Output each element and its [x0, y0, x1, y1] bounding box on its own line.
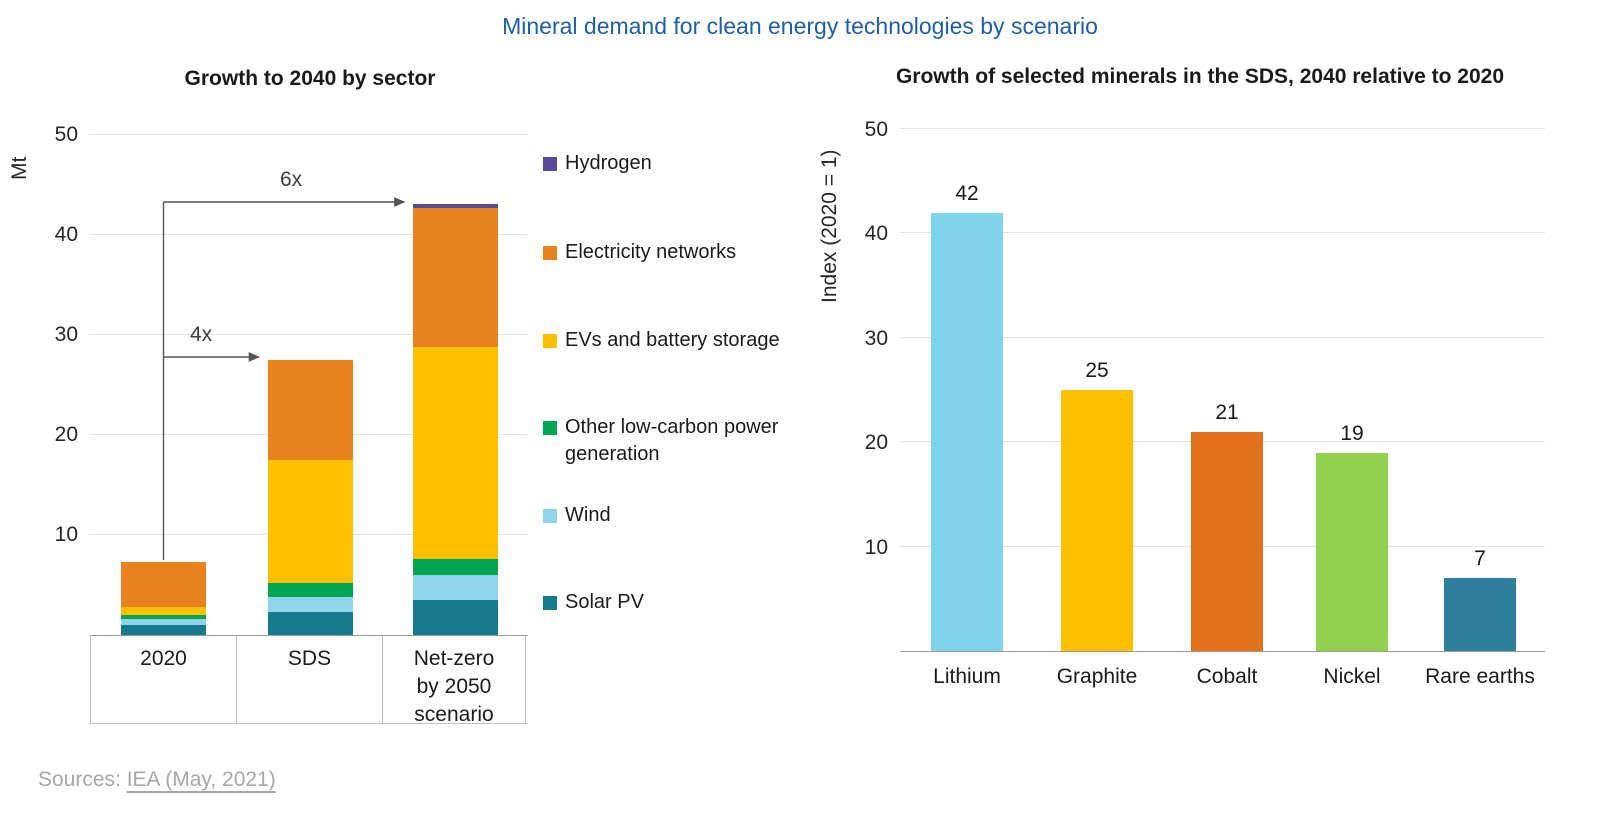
legend-swatch — [543, 596, 557, 610]
legend-swatch — [543, 246, 557, 260]
sector-chart-title: Growth to 2040 by sector — [184, 67, 436, 90]
legend-item-wind: Wind — [543, 502, 780, 529]
x-category-label-lithium: Lithium — [933, 665, 1001, 688]
growth-multiplier-label: 4x — [190, 323, 213, 346]
bar-value-label: 25 — [1085, 359, 1109, 382]
legend-label: Other low-carbon power generation — [565, 416, 779, 465]
y-tick-label: 10 — [864, 535, 888, 559]
bar-value-label: 42 — [955, 181, 979, 205]
minerals-chart-plot: 10 20 30 40 50 42 Lithium 25 Graphite 21 Cobalt 19 N… — [865, 118, 1545, 688]
sector-chart-plot: 10 20 30 40 50 4x 6x — [55, 123, 527, 635]
legend-label: Hydrogen — [565, 152, 652, 174]
bar-value-label: 7 — [1474, 546, 1486, 570]
bar-segment-electricity-networks — [267, 360, 353, 460]
bar-segment-hydrogen — [413, 204, 498, 208]
x-category-cells: 2020 SDS Net-zero by 2050 scenario — [90, 635, 528, 726]
legend-label: Electricity networks — [565, 241, 737, 263]
gridline — [900, 336, 1545, 338]
legend-label: EVs and battery storage — [565, 329, 780, 351]
sector-chart-legend: Hydrogen Electricity networks EVs and batt… — [543, 0, 788, 700]
legend-swatch — [543, 157, 557, 171]
bar-cobalt — [1191, 431, 1263, 651]
bar-segment-solar-pv — [121, 625, 206, 635]
legend-swatch — [543, 334, 557, 348]
x-category-cell-2020: 2020 — [90, 636, 237, 723]
legend-label: Solar PV — [565, 591, 644, 613]
y-tick-label: 50 — [864, 118, 888, 141]
x-category-cell-sds: SDS — [237, 636, 383, 723]
bar-segment-evs-and-battery-storage — [413, 347, 498, 559]
x-category-label: 2020 — [140, 647, 187, 670]
bar-segment-other-low-carbon-power-generation — [413, 559, 498, 575]
y-tick-label: 40 — [54, 223, 78, 246]
legend-label: Wind — [565, 504, 611, 526]
bar-nickel — [1316, 452, 1388, 651]
bar-segment-evs-and-battery-storage — [267, 460, 353, 583]
y-tick-label: 40 — [864, 222, 888, 246]
legend-swatch — [543, 509, 557, 523]
legend-item-hydrogen: Hydrogen — [543, 150, 780, 177]
growth-arrows — [162, 197, 406, 560]
y-tick-label: 20 — [864, 431, 888, 455]
gridline — [90, 234, 527, 235]
x-category-label-graphite: Graphite — [1056, 665, 1138, 688]
bar-segment-evs-and-battery-storage — [121, 607, 206, 615]
legend-item-solar-pv: Solar PV — [543, 589, 780, 616]
page-title: Mineral demand for clean energy technolo… — [502, 13, 1098, 39]
x-category-label-rare-earths: Rare earths — [1425, 665, 1535, 688]
bar-lithium — [931, 212, 1003, 651]
sources-label: Sources: — [38, 768, 121, 791]
gridline — [900, 128, 1545, 129]
sources-link[interactable]: IEA (May, 2021) — [126, 768, 276, 791]
bar-graphite — [1061, 390, 1133, 651]
bar-segment-wind — [413, 575, 498, 600]
bar-value-label: 21 — [1215, 400, 1239, 424]
y-tick-label: 30 — [864, 326, 888, 350]
bar-segment-electricity-networks — [413, 208, 498, 347]
gridline — [90, 134, 527, 135]
bar-rare-earths — [1444, 577, 1516, 651]
bar-segment-electricity-networks — [121, 562, 206, 607]
x-category-label-nickel: Nickel — [1323, 665, 1381, 688]
sources-line: Sources: IEA (May, 2021) — [38, 768, 276, 792]
bar-segment-solar-pv — [413, 600, 498, 635]
y-tick-label: 50 — [54, 123, 78, 146]
minerals-chart-title: Growth of selected minerals in the SDS, … — [895, 65, 1505, 88]
x-category-label-cobalt: Cobalt — [1196, 665, 1258, 688]
legend-item-electricity-networks: Electricity networks — [543, 239, 780, 266]
growth-multiplier-label: 6x — [280, 168, 303, 191]
legend-item-other-low-carbon-power-generation: Other low-carbon power generation — [543, 414, 780, 468]
y-tick-label: 30 — [54, 323, 78, 346]
gridline — [900, 232, 1545, 234]
bar-segment-wind — [121, 619, 206, 625]
y-tick-label: 10 — [54, 523, 78, 546]
gridline — [90, 334, 527, 335]
x-category-label: SDS — [287, 647, 332, 670]
bar-segment-wind — [267, 597, 353, 612]
legend-swatch — [543, 421, 557, 435]
x-category-label: Net-zero by 2050 scenario — [413, 647, 495, 726]
bar-segment-other-low-carbon-power-generation — [121, 615, 206, 619]
legend-item-evs-and-battery-storage: EVs and battery storage — [543, 327, 780, 354]
y-tick-label: 20 — [54, 423, 78, 446]
x-category-cell-net-zero-by-2050-scenario: Net-zero by 2050 scenario — [383, 636, 526, 726]
bar-value-label: 19 — [1340, 421, 1364, 445]
bar-segment-solar-pv — [267, 612, 353, 635]
bar-segment-other-low-carbon-power-generation — [267, 583, 353, 597]
